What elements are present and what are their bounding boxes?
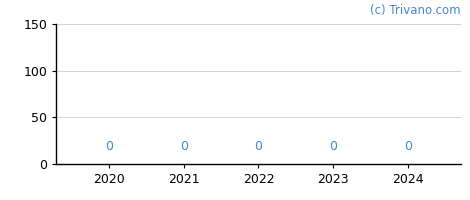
Text: 0: 0: [329, 140, 337, 153]
Text: 0: 0: [254, 140, 263, 153]
Text: 0: 0: [404, 140, 412, 153]
Text: 0: 0: [180, 140, 188, 153]
Text: (c) Trivano.com: (c) Trivano.com: [370, 4, 461, 17]
Text: 0: 0: [105, 140, 113, 153]
